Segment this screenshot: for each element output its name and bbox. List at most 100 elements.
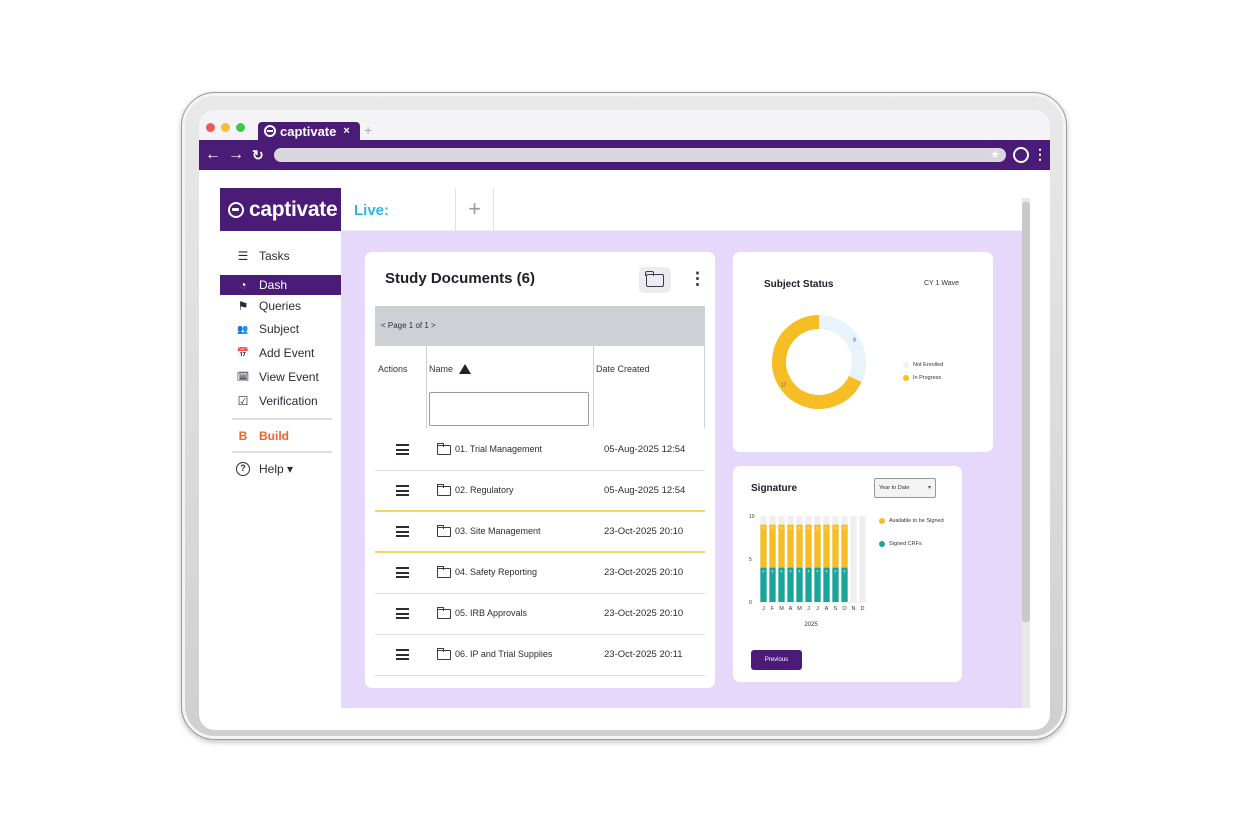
- close-window-icon[interactable]: [206, 123, 215, 132]
- users-icon: 👥: [237, 323, 249, 334]
- scrollbar-thumb[interactable]: [1022, 202, 1030, 622]
- column-header-name[interactable]: Name: [429, 364, 472, 374]
- row-actions-icon[interactable]: [396, 485, 409, 496]
- tab-live[interactable]: Live:: [341, 188, 456, 231]
- previous-button[interactable]: Previous: [751, 650, 802, 670]
- bar-signed-crfs[interactable]: [841, 567, 848, 602]
- signature-bar-chart: 0 5 10 4 5 J 4 5 F 4 5 M 4 5 A 4 5 M 4 5 J 4 5 J 4 5 A 4 5 S 4 5 O N D 2025: [749, 514, 867, 628]
- bar-available-to-be-signed[interactable]: [778, 524, 785, 568]
- bar-available-to-be-signed[interactable]: [760, 524, 767, 568]
- sidebar-item-build[interactable]: B Build: [220, 426, 341, 446]
- name-filter-input[interactable]: [429, 392, 589, 426]
- app-brand: captivate: [220, 188, 341, 231]
- new-tab-button[interactable]: +: [364, 122, 373, 138]
- workspace-tabs: Live: +: [341, 188, 1030, 231]
- bar-segment-label: 5: [790, 527, 792, 531]
- period-select[interactable]: Year to Date ▾: [874, 478, 936, 498]
- legend-swatch: [903, 375, 909, 381]
- column-divider: [426, 346, 427, 428]
- list-icon: ☰: [237, 249, 249, 263]
- bar-signed-crfs[interactable]: [769, 567, 776, 602]
- x-tick-label: M: [797, 606, 802, 612]
- sidebar-item-label: Tasks: [259, 249, 290, 263]
- bar-available-to-be-signed[interactable]: [769, 524, 776, 568]
- bar-signed-crfs[interactable]: [814, 567, 821, 602]
- gauge-icon: ◔: [239, 278, 247, 292]
- row-name[interactable]: 04. Safety Reporting: [455, 567, 538, 577]
- minimize-window-icon[interactable]: [221, 123, 230, 132]
- sidebar-item-label: Dash: [259, 278, 288, 292]
- sidebar-item-tasks[interactable]: ☰ Tasks: [220, 246, 341, 266]
- bar-available-to-be-signed[interactable]: [841, 524, 848, 568]
- bar-signed-crfs[interactable]: [832, 567, 839, 602]
- sidebar-item-queries[interactable]: ⚑ Queries: [220, 296, 341, 316]
- row-actions-icon[interactable]: [396, 608, 409, 619]
- table-row[interactable]: 02. Regulatory 05-Aug-2025 12:54: [375, 471, 705, 512]
- column-header-date[interactable]: Date Created: [596, 364, 650, 374]
- reload-icon[interactable]: ↻: [252, 147, 264, 163]
- bar-available-to-be-signed[interactable]: [814, 524, 821, 568]
- bar-signed-crfs[interactable]: [760, 567, 767, 602]
- calendar-icon: 🗓: [236, 371, 250, 383]
- table-row[interactable]: 06. IP and Trial Supplies 23-Oct-2025 20…: [375, 635, 705, 676]
- back-icon[interactable]: ←: [205, 146, 221, 163]
- forward-icon[interactable]: →: [228, 146, 244, 163]
- new-folder-button[interactable]: [639, 267, 671, 293]
- bar-available-to-be-signed[interactable]: [796, 524, 803, 568]
- folder-icon: [436, 484, 451, 496]
- subject-status-card: Subject Status CY 1 Wave 8 17 Not Enrolle…: [733, 252, 993, 452]
- maximize-window-icon[interactable]: [236, 123, 245, 132]
- bar-signed-crfs[interactable]: [805, 567, 812, 602]
- row-name[interactable]: 03. Site Management: [455, 526, 541, 536]
- captivate-logo-icon: [264, 125, 276, 137]
- sidebar-item-view-event[interactable]: 🗓 View Event: [220, 367, 341, 387]
- bar-available-to-be-signed[interactable]: [832, 524, 839, 568]
- x-tick-label: J: [816, 606, 819, 612]
- x-tick-label: J: [807, 606, 810, 612]
- bar-signed-crfs[interactable]: [778, 567, 785, 602]
- bar-signed-crfs[interactable]: [823, 567, 830, 602]
- pagination[interactable]: < Page 1 of 1 >: [375, 306, 705, 346]
- more-options-icon[interactable]: ⋮: [689, 269, 706, 288]
- browser-tab[interactable]: captivate ×: [258, 122, 360, 140]
- bar-available-to-be-signed[interactable]: [823, 524, 830, 568]
- bar-available-to-be-signed[interactable]: [787, 524, 794, 568]
- add-workspace-tab-button[interactable]: +: [456, 188, 494, 231]
- bar-signed-crfs[interactable]: [796, 567, 803, 602]
- sidebar-item-add-event[interactable]: 📅 Add Event: [220, 343, 341, 363]
- profile-avatar-icon[interactable]: [1013, 147, 1029, 163]
- sort-ascending-icon[interactable]: [459, 364, 472, 374]
- row-name[interactable]: 06. IP and Trial Supplies: [455, 649, 553, 659]
- row-name[interactable]: 01. Trial Management: [455, 444, 543, 454]
- sidebar-item-subject[interactable]: 👥 Subject: [220, 319, 341, 339]
- row-actions-icon[interactable]: [396, 526, 409, 537]
- row-name[interactable]: 02. Regulatory: [455, 485, 514, 495]
- table-row[interactable]: 01. Trial Management 05-Aug-2025 12:54: [375, 430, 705, 471]
- row-date: 23-Oct-2025 20:10: [604, 567, 684, 578]
- address-bar[interactable]: ★: [274, 148, 1006, 162]
- folder-icon: [436, 443, 451, 455]
- bar-segment-label: 5: [835, 527, 837, 531]
- bar-segment-label: 4: [844, 570, 846, 574]
- browser-menu-icon[interactable]: ⋮: [1033, 146, 1047, 162]
- table-row[interactable]: 04. Safety Reporting 23-Oct-2025 20:10: [375, 553, 705, 594]
- row-name[interactable]: 05. IRB Approvals: [455, 608, 528, 618]
- browser-toolbar: ← → ↻ ★ ⋮: [199, 140, 1050, 170]
- x-axis-label: 2025: [804, 622, 818, 628]
- bar-signed-crfs[interactable]: [787, 567, 794, 602]
- sidebar-item-help[interactable]: ? Help ▾: [220, 459, 341, 479]
- sidebar-item-verification[interactable]: ☑ Verification: [220, 391, 341, 411]
- row-actions-icon[interactable]: [396, 567, 409, 578]
- bar-segment-label: 5: [781, 527, 783, 531]
- sidebar-item-label: View Event: [259, 370, 319, 384]
- sidebar-item-dash[interactable]: ◔ Dash: [220, 275, 341, 295]
- bar-available-to-be-signed[interactable]: [805, 524, 812, 568]
- close-tab-icon[interactable]: ×: [343, 125, 350, 137]
- legend-available: Available to be Signed: [879, 518, 944, 524]
- table-row[interactable]: 05. IRB Approvals 23-Oct-2025 20:10: [375, 594, 705, 635]
- table-row[interactable]: 03. Site Management 23-Oct-2025 20:10: [375, 512, 705, 553]
- row-actions-icon[interactable]: [396, 444, 409, 455]
- row-actions-icon[interactable]: [396, 649, 409, 660]
- bookmark-star-icon[interactable]: ★: [990, 149, 1000, 161]
- sidebar-item-label: Add Event: [259, 346, 315, 360]
